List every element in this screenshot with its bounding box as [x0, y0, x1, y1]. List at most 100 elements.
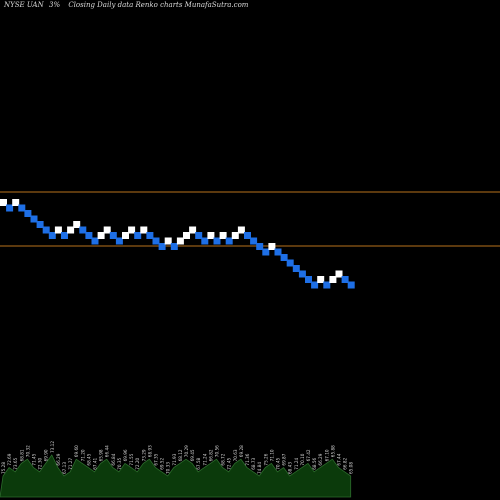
down-brick — [146, 232, 154, 239]
up-brick — [67, 226, 75, 234]
up-brick — [140, 226, 148, 234]
volume-value-label: 70.32 — [25, 445, 30, 457]
down-brick — [36, 221, 44, 228]
up-brick — [0, 199, 7, 206]
volume-value-label: 68.72 — [221, 453, 226, 465]
volume-value-label: 72.30 — [38, 457, 43, 469]
down-brick — [213, 237, 221, 245]
volume-value-label: 70.63 — [233, 449, 238, 461]
volume-value-label: 71.10 — [269, 449, 274, 461]
volume-value-label: 67.41 — [93, 457, 98, 469]
brick-percent-label: 3% — [48, 1, 61, 9]
volume-value-label: 70.45 — [276, 457, 281, 469]
volume-value-label: 65.88 — [330, 445, 335, 457]
renko-bricks — [0, 199, 355, 289]
up-brick — [122, 232, 129, 239]
up-brick — [97, 232, 105, 239]
volume-value-label: 67.35 — [154, 453, 159, 465]
ticker-label: NYSE UAN — [4, 1, 44, 9]
volume-value-label: 66.82 — [208, 449, 213, 461]
down-brick — [134, 232, 142, 239]
volume-value-label: 71.45 — [32, 453, 37, 465]
up-brick — [54, 226, 62, 234]
up-brick — [219, 232, 227, 239]
volume-value-label: 71.93 — [172, 453, 177, 465]
volume-value-label: 73.12 — [50, 441, 55, 453]
up-brick — [176, 237, 184, 245]
volume-value-label: 70.35 — [117, 457, 122, 469]
down-brick — [158, 243, 166, 250]
up-brick — [183, 232, 190, 239]
down-brick — [305, 276, 312, 283]
volume-value-label: 71.55 — [129, 453, 134, 465]
down-brick — [170, 243, 178, 250]
down-brick — [292, 265, 300, 272]
volume-value-label: 66.82 — [343, 457, 348, 469]
up-brick — [317, 276, 325, 283]
down-brick — [85, 232, 93, 239]
volume-value-label: 68.12 — [178, 449, 183, 461]
volume-value-label: 70.33 — [166, 462, 171, 474]
volume-value-label: 74.84 — [257, 462, 262, 474]
up-brick — [268, 243, 276, 250]
volume-value-label: 69.45 — [190, 449, 195, 461]
volume-value-label: 67.13 — [62, 462, 67, 474]
volume-value-label: 67.58 — [196, 457, 201, 469]
volume-value-label: 70.56 — [215, 445, 220, 457]
volume-value-label: 71.27 — [68, 457, 73, 469]
volume-value-label: 66.44 — [105, 445, 110, 457]
volume-value-label: 75.28 — [1, 462, 6, 474]
up-brick — [73, 221, 81, 228]
volume-value-label: 68.73 — [251, 457, 256, 469]
volume-area — [0, 454, 352, 498]
volume-value-label: 69.96 — [123, 449, 128, 461]
volume-value-label: 68.45 — [86, 453, 91, 465]
down-brick — [274, 248, 282, 256]
down-brick — [341, 276, 349, 283]
volume-value-label: 66.29 — [56, 453, 61, 465]
chart-header: NYSE UAN 3% Closing Daily data Renko cha… — [4, 1, 248, 9]
volume-value-label: 70.29 — [184, 445, 189, 457]
down-brick — [152, 237, 160, 245]
volume-value-label: 66.84 — [111, 453, 116, 465]
level-lines — [0, 191, 500, 247]
up-brick — [128, 226, 136, 234]
volume-value-label: 71.24 — [294, 457, 299, 469]
volume-value-label: 69.52 — [160, 457, 165, 469]
down-brick — [280, 254, 288, 261]
down-brick — [347, 281, 355, 289]
down-brick — [262, 248, 270, 256]
volume-value-label: 68.93 — [147, 445, 152, 457]
volume-value-label: 72.20 — [135, 457, 140, 469]
down-brick — [91, 237, 99, 245]
volume-value-label: 72.69 — [7, 453, 12, 465]
up-brick — [103, 226, 111, 234]
volume-value-label: 69.87 — [282, 453, 287, 465]
down-brick — [48, 232, 56, 239]
down-brick — [225, 237, 233, 245]
down-brick — [195, 232, 203, 239]
volume-value-label: 67.44 — [337, 453, 342, 465]
volume-value-label: 68.56 — [312, 457, 317, 469]
down-brick — [42, 226, 50, 234]
up-brick — [237, 226, 245, 234]
volume-value-label: 65.08 — [349, 462, 354, 474]
up-brick — [231, 232, 239, 239]
down-brick — [24, 210, 32, 217]
volume-value-label: 69.90 — [44, 449, 49, 461]
volume-value-label: 66.29 — [318, 453, 323, 465]
down-brick — [115, 237, 123, 245]
up-brick — [164, 237, 172, 245]
down-brick — [244, 232, 251, 239]
volume-value-label: 68.81 — [19, 449, 24, 461]
volume-value-label: 67.42 — [306, 449, 311, 461]
up-brick — [207, 232, 215, 239]
volume-area-path — [0, 454, 352, 498]
volume-value-label: 69.60 — [74, 445, 79, 457]
volume-value-label: 70.10 — [300, 453, 305, 465]
volume-value-label: 71.24 — [202, 453, 207, 465]
down-brick — [286, 259, 294, 267]
